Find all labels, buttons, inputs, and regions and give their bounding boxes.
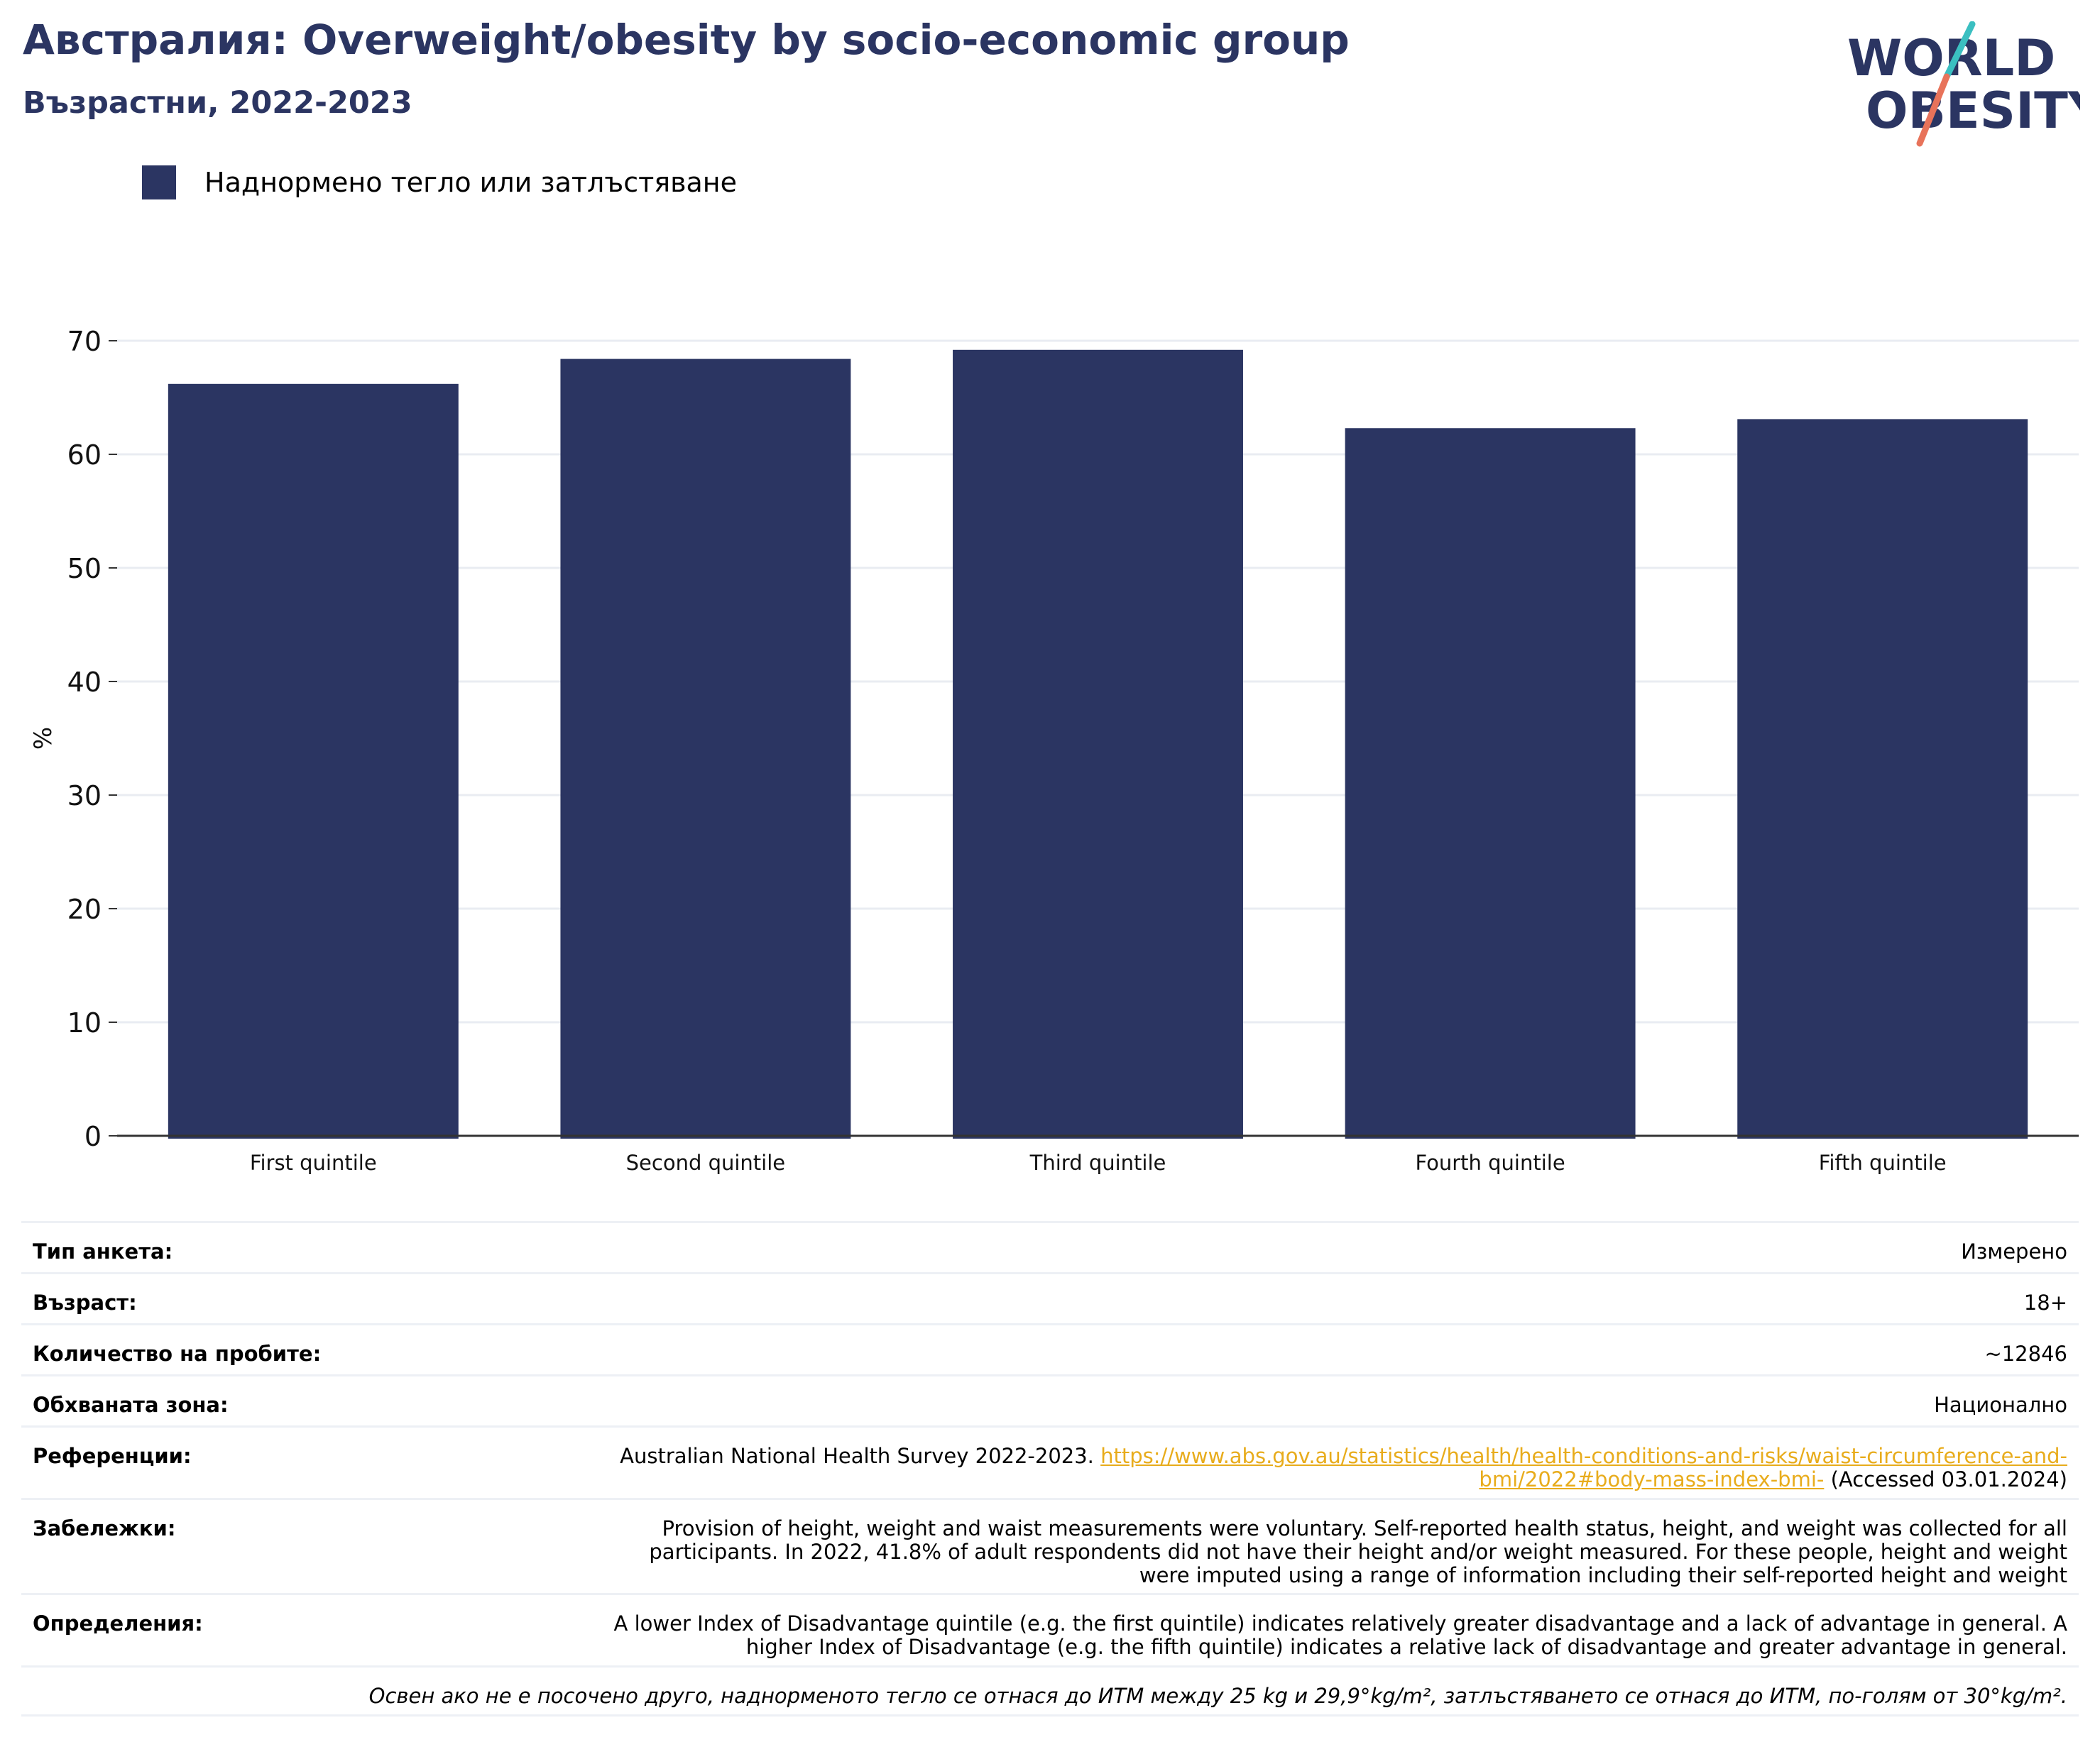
page-subtitle: Възрастни, 2022-2023 xyxy=(23,85,412,121)
y-tick-label: 60 xyxy=(67,439,102,471)
bar xyxy=(168,383,459,1139)
meta-row-notes: Забележки: Provision of height, weight a… xyxy=(21,1498,2079,1593)
metadata-table: Тип анкета: Измерено Възраст: 18+ Количе… xyxy=(21,1221,2079,1717)
y-axis-label: % xyxy=(29,727,58,750)
meta-label: Референции: xyxy=(33,1444,192,1468)
meta-value: Измерено xyxy=(1961,1239,2067,1264)
meta-value: Provision of height, weight and waist me… xyxy=(649,1517,2067,1593)
x-tick-label: Third quintile xyxy=(1029,1151,1166,1175)
meta-value: A lower Index of Disadvantage quintile (… xyxy=(614,1612,2067,1665)
x-tick-label: Fifth quintile xyxy=(1819,1151,1947,1175)
meta-label: Определения: xyxy=(33,1611,203,1636)
meta-row-age: Възраст: 18+ xyxy=(21,1272,2079,1323)
bar xyxy=(560,358,851,1139)
reference-link-continued[interactable]: bmi/2022#body-mass-index-bmi- xyxy=(1479,1467,1825,1491)
meta-value: ~12846 xyxy=(1984,1342,2067,1366)
meta-label: Тип анкета: xyxy=(33,1239,173,1264)
meta-value: 18+ xyxy=(2023,1291,2067,1315)
bar xyxy=(953,349,1243,1139)
meta-value: Национално xyxy=(1934,1393,2067,1417)
notes-line: were imputed using a range of informatio… xyxy=(1139,1563,2067,1587)
meta-row-references: Референции: Australian National Health S… xyxy=(21,1425,2079,1498)
reference-accessed: (Accessed 03.01.2024) xyxy=(1830,1467,2067,1491)
x-tick-label: Second quintile xyxy=(626,1151,786,1175)
meta-row-definitions: Определения: A lower Index of Disadvanta… xyxy=(21,1593,2079,1665)
y-tick-label: 30 xyxy=(67,780,102,811)
y-tick-label: 40 xyxy=(67,667,102,698)
reference-text: Australian National Health Survey 2022-2… xyxy=(620,1444,1094,1468)
meta-label: Забележки: xyxy=(33,1516,176,1540)
x-tick-label: Fourth quintile xyxy=(1415,1151,1565,1175)
y-tick-label: 50 xyxy=(67,553,102,584)
logo-slash-coral xyxy=(1916,73,1950,147)
meta-row-sample-size: Количество на пробите: ~12846 xyxy=(21,1323,2079,1374)
meta-label: Възраст: xyxy=(33,1291,137,1315)
logo-line1: WORLD xyxy=(1847,29,2055,87)
bar xyxy=(1737,419,2028,1139)
meta-value: Australian National Health Survey 2022-2… xyxy=(620,1445,2067,1498)
logo-line2: OBESITY xyxy=(1866,82,2080,140)
legend-swatch xyxy=(142,165,176,199)
bar-chart: 0 10 20 30 40 50 60 70% First quintile Second qui… xyxy=(29,326,2079,1175)
notes-line: participants. In 2022, 41.8% of adult re… xyxy=(649,1540,2067,1564)
chart-legend: Наднормено тегло или затлъстяване xyxy=(142,165,737,200)
meta-label: Обхваната зона: xyxy=(33,1393,229,1417)
footnote: Освен ако не е посочено друго, наднормен… xyxy=(368,1684,2067,1708)
meta-label: Количество на пробите: xyxy=(33,1342,322,1366)
page-title: Австралия: Overweight/obesity by socio-e… xyxy=(23,16,1350,64)
y-tick-label: 10 xyxy=(67,1007,102,1039)
meta-row-survey-type: Тип анкета: Измерено xyxy=(21,1221,2079,1272)
logo-slash-teal xyxy=(1943,21,1976,80)
y-tick-label: 0 xyxy=(84,1121,102,1152)
x-tick-label: First quintile xyxy=(250,1151,377,1175)
meta-row-footnote: Освен ако не е посочено друго, наднормен… xyxy=(21,1665,2079,1717)
y-tick-label: 20 xyxy=(67,894,102,925)
bar xyxy=(1345,428,1636,1139)
y-tick-label: 70 xyxy=(67,326,102,357)
notes-line: Provision of height, weight and waist me… xyxy=(662,1516,2067,1540)
definitions-line: A lower Index of Disadvantage quintile (… xyxy=(613,1611,2067,1636)
reference-link[interactable]: https://www.abs.gov.au/statistics/health… xyxy=(1100,1444,2067,1468)
meta-row-coverage: Обхваната зона: Национално xyxy=(21,1374,2079,1425)
legend-label: Наднормено тегло или затлъстяване xyxy=(204,167,737,198)
definitions-line: higher Index of Disadvantage (e.g. the f… xyxy=(745,1635,2067,1659)
world-obesity-logo: WORLD OBESITY xyxy=(1847,21,2080,147)
